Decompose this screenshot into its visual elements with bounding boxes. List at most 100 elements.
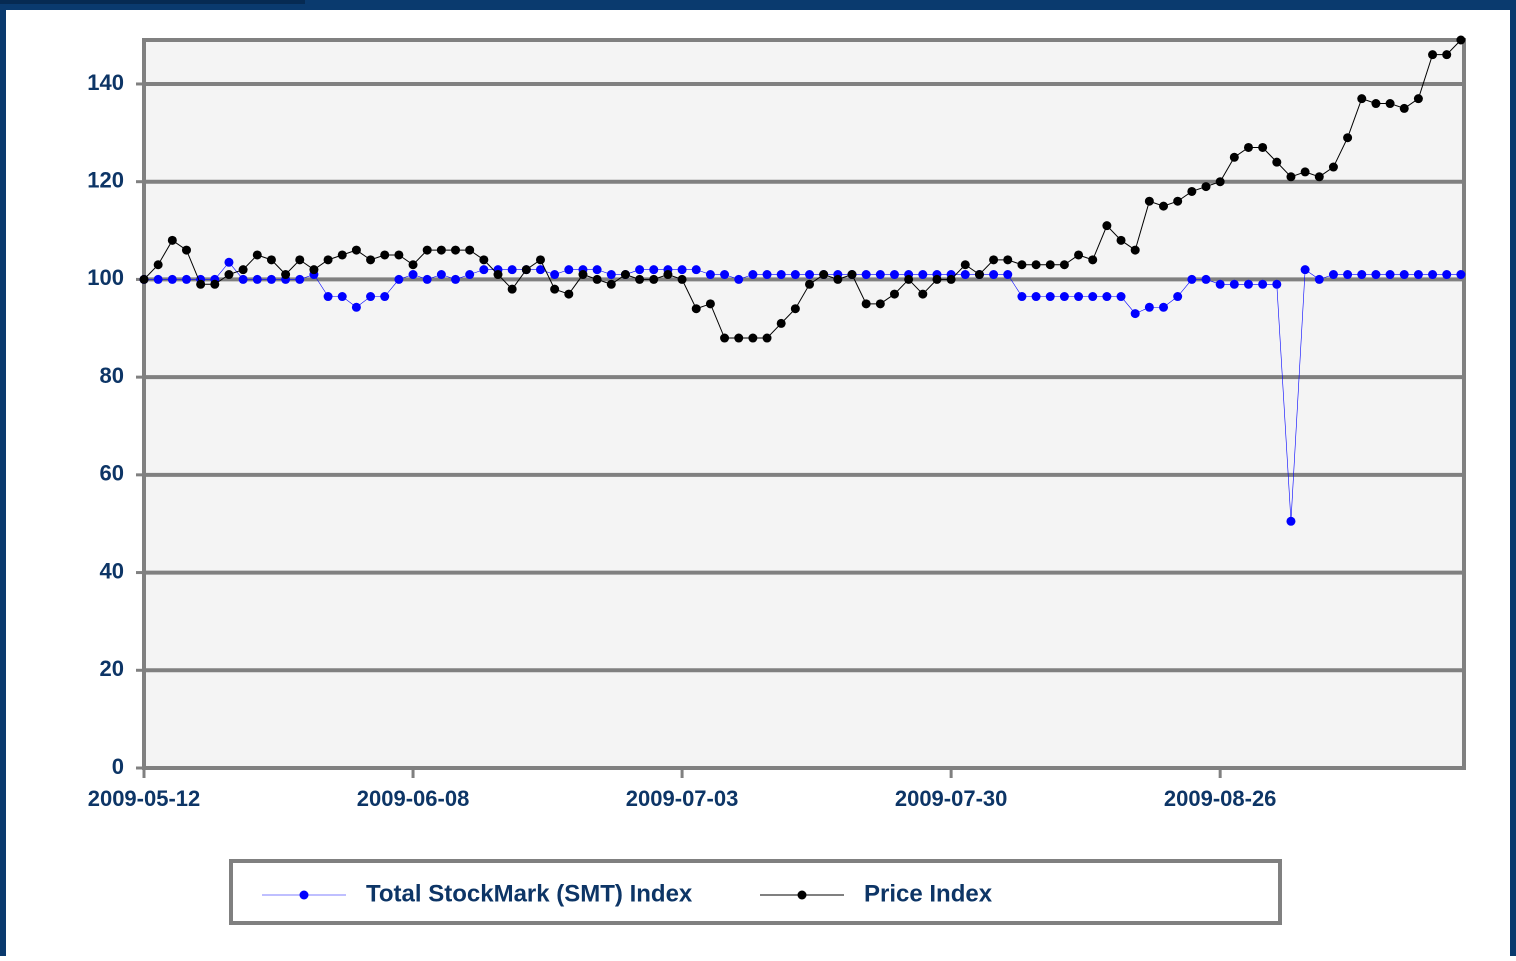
data-point [1159,201,1169,211]
data-point [408,270,418,280]
data-point [479,255,489,265]
data-point [535,255,545,265]
data-point [1357,94,1367,104]
data-point [705,270,715,280]
data-point [309,265,319,275]
data-point [465,270,475,280]
data-point [1300,167,1310,177]
data-point [974,270,984,280]
data-point [1286,172,1296,182]
data-point [904,274,914,284]
data-point [1074,250,1084,260]
data-point [1215,279,1225,289]
data-point [1045,292,1055,302]
data-point [535,265,545,275]
data-point [1399,103,1409,113]
data-point [451,245,461,255]
data-point [351,245,361,255]
data-point [1314,274,1324,284]
data-point [1102,292,1112,302]
data-point [1371,99,1381,109]
data-point [1116,235,1126,245]
data-point [507,284,517,294]
data-point [507,265,517,275]
y-tick-label: 60 [100,461,124,486]
plot-border [142,38,1466,770]
data-point [989,270,999,280]
y-tick-label: 0 [112,754,124,779]
data-point [932,274,942,284]
y-tick-label: 140 [87,70,124,95]
data-point [224,257,234,267]
data-point [805,270,815,280]
data-point [734,333,744,343]
data-point [748,333,758,343]
data-point [1399,270,1409,280]
data-point [323,292,333,302]
data-point [337,292,347,302]
data-point [1031,260,1041,270]
data-point [649,274,659,284]
data-point [1328,270,1338,280]
data-point [1144,196,1154,206]
data-point [564,265,574,275]
x-tick-label: 2009-08-26 [1164,786,1277,811]
data-point [479,265,489,275]
data-point [451,274,461,284]
data-point [139,274,149,284]
data-point [790,304,800,314]
data-point [1003,270,1013,280]
data-point [762,270,772,280]
data-point [1130,245,1140,255]
data-point [295,255,305,265]
y-tick-label: 80 [100,363,124,388]
series-line [144,261,1461,522]
data-point [252,274,262,284]
data-point [181,245,191,255]
data-point [606,279,616,289]
data-point [748,270,758,280]
data-point [1201,274,1211,284]
data-point [1159,302,1169,312]
data-point [592,274,602,284]
plot-area [144,40,1464,768]
data-point [167,274,177,284]
data-point [1229,279,1239,289]
data-point [366,292,376,302]
data-point [1442,270,1452,280]
data-point [1413,94,1423,104]
x-tick-label: 2009-07-03 [626,786,739,811]
data-point [762,333,772,343]
data-point [861,270,871,280]
data-point [1272,157,1282,167]
data-point [1116,292,1126,302]
x-tick-label: 2009-05-12 [88,786,201,811]
y-tick-label: 120 [87,168,124,193]
data-point [181,274,191,284]
data-point [1442,50,1452,60]
data-point [635,265,645,275]
data-point [1088,255,1098,265]
data-point [323,255,333,265]
data-point [819,270,829,280]
data-point [1343,270,1353,280]
data-point [649,265,659,275]
data-point [252,250,262,260]
data-point [550,270,560,280]
data-point [946,274,956,284]
data-point [1187,186,1197,196]
data-point [1017,292,1027,302]
data-point [1088,292,1098,302]
data-point [295,274,305,284]
data-point [1173,292,1183,302]
data-point [1003,255,1013,265]
legend-marker [797,890,807,900]
data-point [1243,279,1253,289]
data-point [705,299,715,309]
data-point [196,279,206,289]
data-point [337,250,347,260]
data-point [210,279,220,289]
legend-label: Price Index [864,880,993,907]
data-point [875,270,885,280]
data-point [281,270,291,280]
